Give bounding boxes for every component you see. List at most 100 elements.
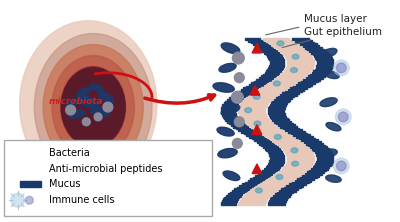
Ellipse shape [292,161,298,166]
FancyBboxPatch shape [254,139,269,141]
FancyBboxPatch shape [253,44,268,45]
FancyBboxPatch shape [227,121,242,123]
FancyBboxPatch shape [221,107,236,109]
FancyBboxPatch shape [267,55,282,57]
FancyBboxPatch shape [252,138,266,139]
FancyBboxPatch shape [259,77,274,79]
FancyBboxPatch shape [223,198,238,200]
FancyBboxPatch shape [292,38,309,40]
FancyBboxPatch shape [238,129,253,131]
FancyBboxPatch shape [269,106,285,107]
Ellipse shape [320,48,337,58]
FancyBboxPatch shape [301,139,318,141]
Ellipse shape [76,87,90,97]
FancyBboxPatch shape [246,134,261,136]
FancyBboxPatch shape [249,84,263,85]
FancyBboxPatch shape [281,188,298,190]
Ellipse shape [245,108,252,113]
FancyBboxPatch shape [235,92,250,94]
FancyBboxPatch shape [264,168,279,170]
FancyBboxPatch shape [253,176,268,178]
FancyBboxPatch shape [268,111,284,113]
Circle shape [103,102,113,112]
FancyBboxPatch shape [287,62,314,64]
FancyBboxPatch shape [269,65,284,67]
FancyBboxPatch shape [261,133,288,134]
FancyBboxPatch shape [278,171,304,173]
FancyBboxPatch shape [245,193,272,195]
FancyBboxPatch shape [243,87,258,89]
FancyBboxPatch shape [315,57,332,59]
FancyBboxPatch shape [282,168,308,170]
FancyBboxPatch shape [278,96,294,97]
FancyBboxPatch shape [277,192,294,193]
FancyBboxPatch shape [248,180,262,182]
FancyBboxPatch shape [239,113,265,114]
FancyBboxPatch shape [286,163,312,165]
FancyBboxPatch shape [308,75,325,77]
Circle shape [232,52,244,64]
FancyBboxPatch shape [266,70,281,72]
Ellipse shape [320,98,337,107]
FancyBboxPatch shape [243,119,269,121]
FancyBboxPatch shape [269,59,284,60]
FancyBboxPatch shape [229,123,244,124]
Circle shape [66,105,76,115]
FancyBboxPatch shape [238,109,265,111]
FancyBboxPatch shape [288,131,305,133]
FancyBboxPatch shape [284,150,310,151]
Circle shape [336,63,346,73]
FancyBboxPatch shape [250,42,265,44]
FancyBboxPatch shape [317,62,334,64]
FancyBboxPatch shape [314,55,331,57]
FancyBboxPatch shape [286,185,303,187]
FancyBboxPatch shape [310,50,326,52]
FancyBboxPatch shape [225,119,240,121]
FancyBboxPatch shape [250,190,276,192]
FancyBboxPatch shape [268,57,283,59]
FancyBboxPatch shape [227,99,241,101]
FancyBboxPatch shape [273,175,300,176]
Ellipse shape [218,149,237,158]
FancyBboxPatch shape [221,204,236,205]
FancyBboxPatch shape [270,198,287,200]
FancyBboxPatch shape [263,146,278,148]
FancyBboxPatch shape [233,126,248,128]
FancyBboxPatch shape [274,99,290,101]
FancyBboxPatch shape [310,146,327,148]
FancyBboxPatch shape [283,166,310,168]
Ellipse shape [78,96,98,108]
FancyBboxPatch shape [313,54,330,55]
FancyBboxPatch shape [293,85,310,87]
FancyBboxPatch shape [228,97,243,99]
FancyBboxPatch shape [269,161,284,163]
FancyBboxPatch shape [311,52,328,54]
FancyBboxPatch shape [316,67,332,69]
FancyBboxPatch shape [232,190,247,192]
FancyBboxPatch shape [241,102,268,104]
FancyBboxPatch shape [282,92,299,94]
Circle shape [232,91,243,103]
FancyBboxPatch shape [222,116,237,118]
FancyBboxPatch shape [261,145,276,146]
FancyBboxPatch shape [251,126,278,128]
FancyBboxPatch shape [257,185,284,187]
Ellipse shape [255,188,262,193]
FancyBboxPatch shape [296,136,313,138]
FancyBboxPatch shape [228,193,242,195]
FancyBboxPatch shape [275,193,292,195]
FancyBboxPatch shape [265,148,280,150]
FancyBboxPatch shape [272,101,289,102]
Circle shape [232,139,242,148]
FancyBboxPatch shape [265,72,280,74]
FancyBboxPatch shape [221,202,236,204]
FancyBboxPatch shape [287,59,313,60]
FancyBboxPatch shape [310,74,327,75]
FancyBboxPatch shape [254,81,269,82]
FancyBboxPatch shape [244,195,270,197]
FancyBboxPatch shape [314,165,331,166]
FancyBboxPatch shape [286,161,313,163]
FancyBboxPatch shape [252,188,278,190]
FancyBboxPatch shape [267,165,282,166]
FancyBboxPatch shape [306,143,323,145]
